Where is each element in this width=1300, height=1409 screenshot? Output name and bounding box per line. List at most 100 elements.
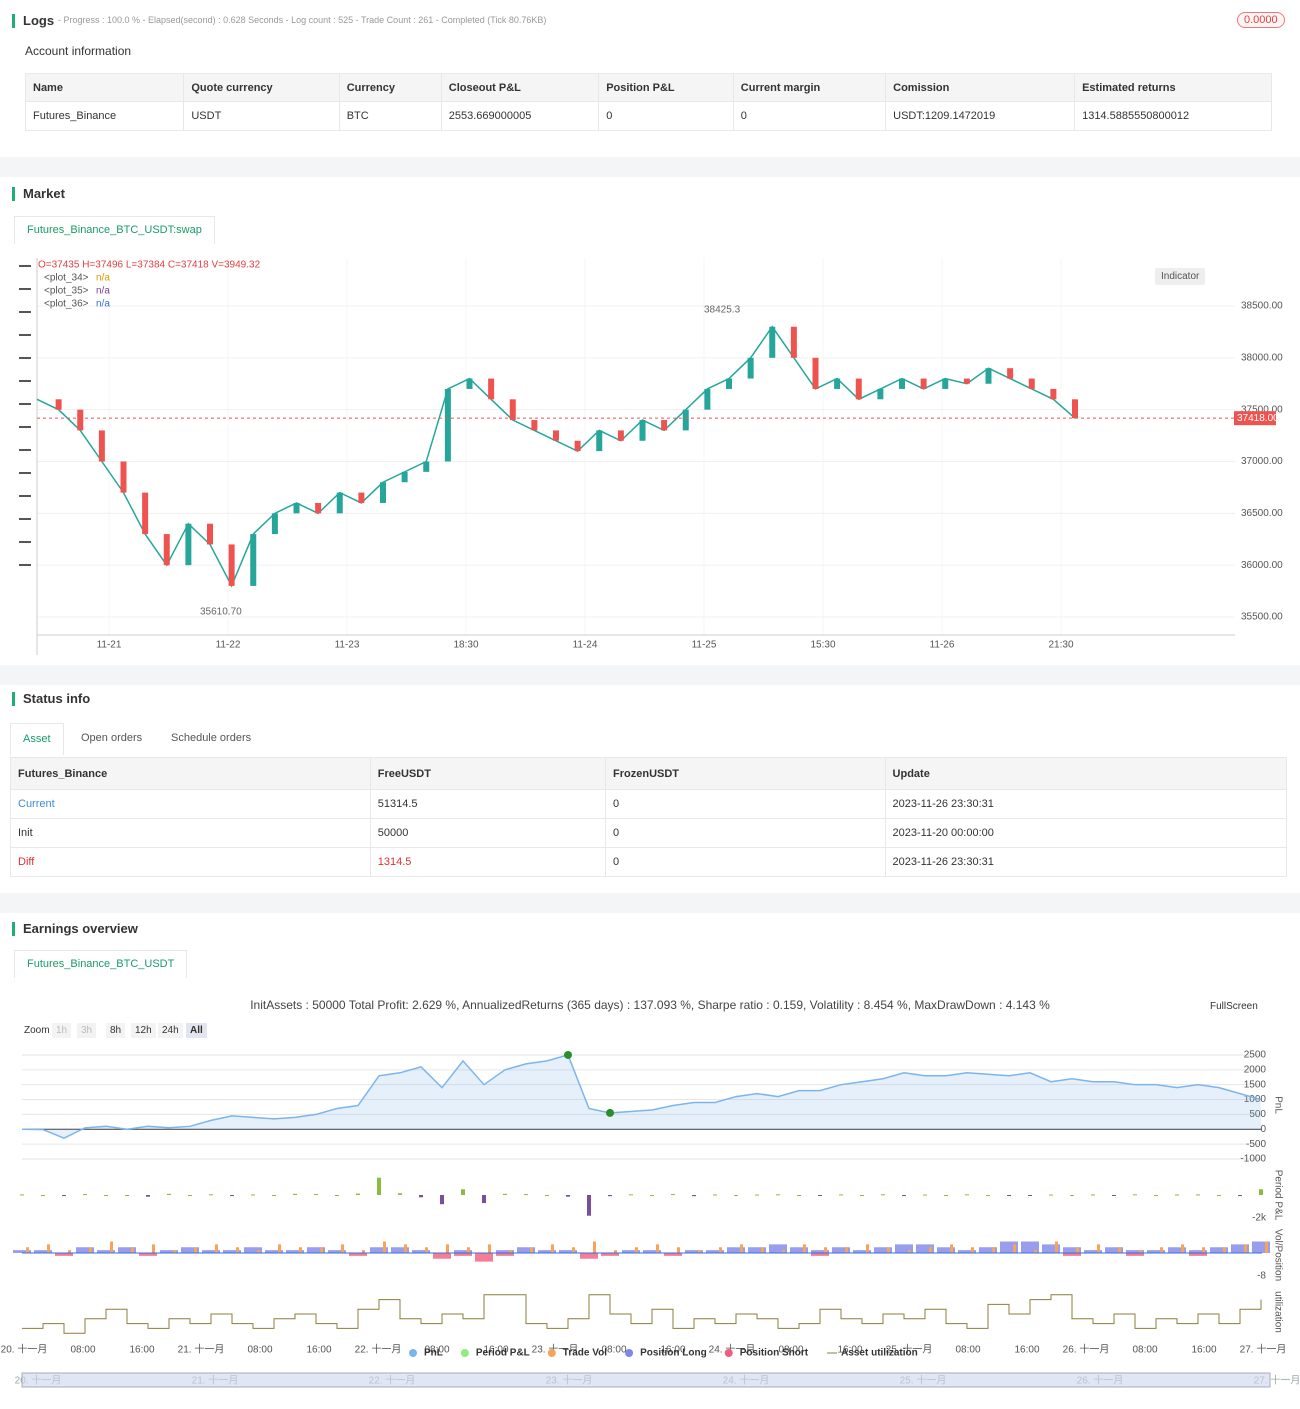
zoom-button[interactable]: 8h	[106, 1023, 126, 1038]
vol-bar	[740, 1244, 743, 1253]
vol-bar	[1021, 1241, 1039, 1253]
candle	[639, 420, 646, 441]
vol-bar	[1000, 1241, 1018, 1253]
vol-bar	[782, 1250, 785, 1253]
candle	[466, 378, 473, 389]
period-bar	[671, 1194, 675, 1196]
header-cell: Update	[884, 757, 1288, 790]
x-tick-label: 22. 十一月	[355, 1343, 402, 1356]
period-bar	[1070, 1195, 1074, 1196]
period-bar	[944, 1195, 948, 1196]
zoom-button[interactable]: 3h	[77, 1023, 97, 1038]
x-tick-label: 08:00	[247, 1345, 272, 1356]
candle	[380, 482, 386, 503]
section-title: Earnings overview	[12, 922, 138, 936]
asset-table: Futures_Binance FreeUSDT FrozenUSDT Update C…	[10, 757, 1288, 877]
plot-name: <plot_35>	[44, 286, 89, 297]
candle	[1028, 378, 1035, 389]
vol-bar	[937, 1247, 955, 1253]
cell: USDT:1209.1472019	[885, 101, 1076, 131]
vol-bar	[89, 1247, 92, 1253]
vol-bar	[488, 1244, 491, 1253]
vol-bar	[593, 1241, 596, 1253]
zoom-button[interactable]: 1h	[52, 1023, 72, 1038]
x-tick-label: 11-26	[930, 640, 955, 651]
period-bar	[1217, 1195, 1221, 1196]
vol-bar	[1223, 1247, 1226, 1253]
vol-bar	[643, 1250, 661, 1253]
candle	[488, 378, 495, 400]
toolbar-icon	[19, 357, 31, 359]
cell: 0	[598, 101, 734, 131]
y-tick-label: 36500.00	[1241, 508, 1283, 519]
period-bar	[629, 1194, 633, 1196]
header-cell: Current margin	[732, 73, 887, 102]
badge: 0.0000	[1237, 12, 1285, 28]
period-bar	[881, 1194, 885, 1196]
zoom-button[interactable]: 12h	[131, 1023, 156, 1038]
x-tick-label: 16:00	[1014, 1345, 1039, 1356]
period-bar	[41, 1195, 45, 1196]
vol-bar	[1084, 1250, 1102, 1253]
vol-bar	[412, 1250, 430, 1253]
header-cell: Quote currency	[183, 73, 340, 102]
vol-bar	[1244, 1244, 1247, 1253]
vol-bar	[853, 1250, 871, 1253]
separator	[0, 157, 1300, 177]
low-label: 35610.70	[200, 607, 242, 618]
period-bar	[125, 1195, 129, 1196]
cell: USDT	[183, 101, 340, 131]
vol-bar	[1168, 1247, 1186, 1253]
vol-bar	[1189, 1250, 1207, 1253]
period-bar	[293, 1193, 297, 1195]
vol-bar	[446, 1244, 449, 1253]
drawdown-point	[606, 1108, 614, 1117]
legend-label: Position Short	[740, 1348, 809, 1359]
vol-bar	[887, 1247, 890, 1253]
tab[interactable]: Futures_Binance_BTC_USDT:swap	[14, 216, 215, 244]
header-cell: Estimated returns	[1074, 73, 1272, 102]
zoom-button[interactable]: All	[186, 1023, 207, 1038]
period-bar	[839, 1194, 843, 1196]
indicator-button[interactable]: Indicator	[1155, 268, 1206, 285]
legend-marker	[724, 1349, 733, 1357]
cell: 50000	[369, 818, 607, 848]
vol-bar	[1252, 1241, 1270, 1253]
vol-bar	[790, 1247, 808, 1253]
x-tick-label: 18:30	[453, 640, 478, 651]
tab[interactable]: Open orders	[69, 723, 155, 754]
vol-bar	[34, 1250, 52, 1253]
period-bar	[209, 1194, 213, 1196]
period-bar	[62, 1195, 66, 1196]
vol-bar	[614, 1250, 617, 1253]
candle	[1050, 388, 1057, 400]
x-tick-label: 16:00	[306, 1345, 331, 1356]
fullscreen-button[interactable]: FullScreen	[1210, 1001, 1258, 1012]
y-tick-label: 1000	[1244, 1094, 1267, 1105]
legend-label: Trade Vol	[563, 1348, 607, 1359]
vol-bar	[278, 1244, 281, 1253]
candle	[444, 388, 451, 462]
vol-bar	[1147, 1250, 1165, 1253]
period-bar	[587, 1195, 591, 1216]
zoom-button[interactable]: 24h	[158, 1023, 183, 1038]
x-tick-label: 11-25	[692, 640, 717, 651]
high-label: 38425.3	[704, 305, 741, 316]
x-tick-label: 08:00	[955, 1345, 980, 1356]
x-tick-label: 21:30	[1048, 640, 1073, 651]
candle	[963, 378, 970, 384]
tab[interactable]: Schedule orders	[159, 723, 264, 754]
period-bar	[1259, 1189, 1263, 1195]
period-bar	[1028, 1195, 1032, 1196]
cell: 1314.5	[369, 847, 607, 877]
period-bar	[251, 1194, 255, 1196]
period-bar	[986, 1195, 990, 1196]
row: Diff 1314.5 0 2023-11-26 23:30:31	[10, 847, 1288, 877]
candle	[617, 430, 624, 441]
vol-bar	[425, 1247, 428, 1253]
candle	[423, 461, 430, 472]
period-bar	[923, 1194, 927, 1196]
vol-bar	[202, 1250, 220, 1253]
tab[interactable]: Asset	[10, 723, 64, 755]
tab[interactable]: Futures_Binance_BTC_USDT	[14, 950, 188, 978]
